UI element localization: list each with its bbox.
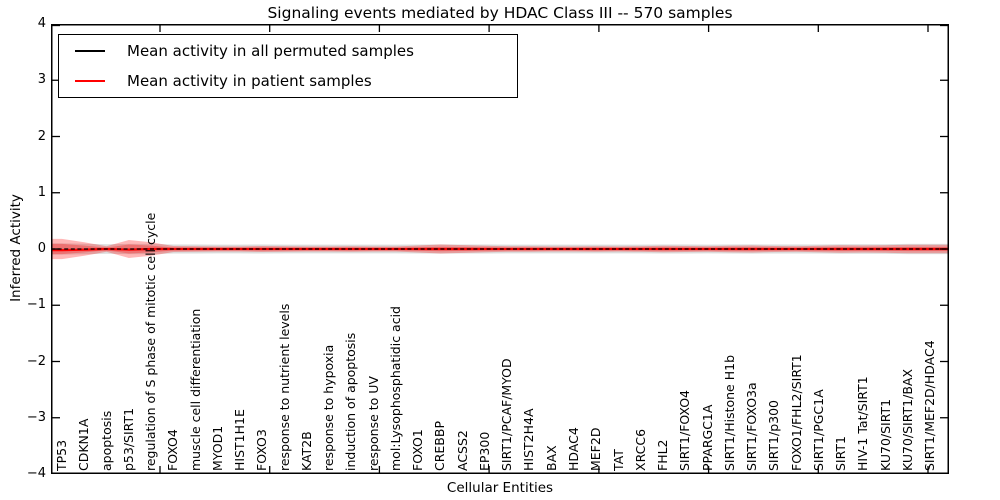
plot-area [51, 24, 949, 474]
x-axis-label: Cellular Entities [446, 480, 554, 496]
legend-label: Mean activity in all permuted samples [127, 42, 414, 60]
legend-item-permuted: Mean activity in all permuted samples [59, 37, 517, 65]
y-tick-label: 2 [37, 128, 46, 144]
y-tick-label: 1 [37, 184, 46, 200]
plot-canvas [51, 24, 949, 474]
y-tick-label: −4 [26, 466, 46, 481]
y-tick-label: −1 [26, 297, 46, 313]
patient-line-sample-icon [75, 80, 105, 82]
legend-item-patient: Mean activity in patient samples [59, 67, 517, 95]
chart-title: Signaling events mediated by HDAC Class … [267, 4, 733, 22]
y-tick-label: 0 [37, 241, 46, 256]
axes-spines [51, 24, 949, 474]
permuted-line-sample-icon [75, 50, 105, 52]
y-tick-label: 4 [37, 16, 46, 31]
y-tick-label: 3 [37, 72, 46, 88]
legend-label: Mean activity in patient samples [127, 72, 372, 90]
y-tick-label: −2 [26, 353, 46, 369]
y-tick-label: −3 [26, 409, 46, 425]
legend: Mean activity in all permuted samples Me… [58, 34, 518, 98]
